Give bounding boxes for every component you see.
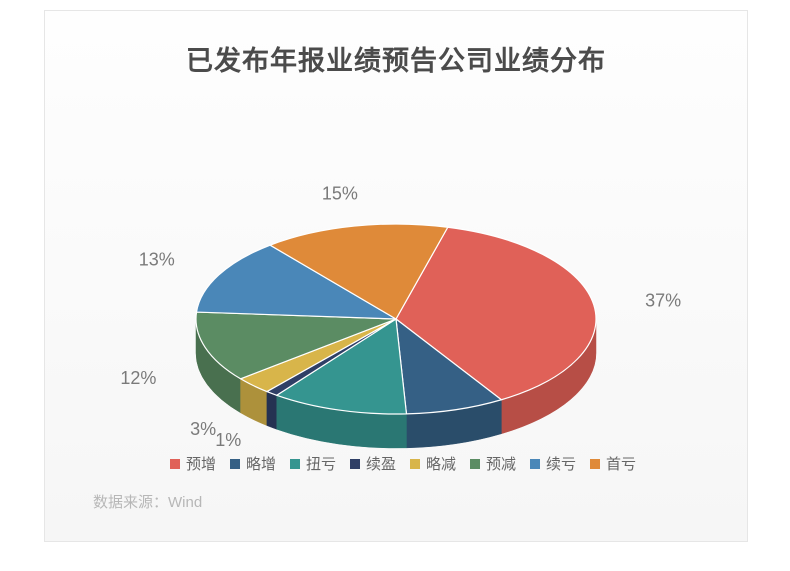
source-value: Wind: [168, 494, 202, 511]
legend-swatch: [350, 459, 360, 469]
legend-label: 预增: [186, 456, 216, 473]
data-source: 数据来源：Wind: [93, 491, 202, 512]
legend-label: 首亏: [606, 456, 636, 473]
pie-datalabel: 15%: [322, 184, 358, 204]
legend-label: 预减: [486, 456, 516, 473]
pie-datalabel: 1%: [215, 430, 241, 450]
chart-frame: 已发布年报业绩预告公司业绩分布 Wind 37%8%11%1%3%12%13%1…: [44, 10, 748, 542]
pie-chart: 37%8%11%1%3%12%13%15%: [45, 71, 747, 451]
legend-label: 续亏: [546, 456, 576, 473]
source-label: 数据来源：: [93, 494, 168, 511]
pie-datalabel: 37%: [645, 290, 681, 310]
legend-swatch: [170, 459, 180, 469]
legend-swatch: [590, 459, 600, 469]
legend-swatch: [530, 459, 540, 469]
pie-side: [267, 392, 277, 430]
pie-datalabel: 3%: [190, 419, 216, 439]
legend-label: 略减: [426, 456, 456, 473]
legend-swatch: [470, 459, 480, 469]
legend-label: 扭亏: [306, 456, 336, 473]
legend-label: 续盈: [366, 456, 396, 473]
legend-label: 略增: [246, 456, 276, 473]
legend-swatch: [290, 459, 300, 469]
legend-swatch: [410, 459, 420, 469]
legend-swatch: [230, 459, 240, 469]
pie-datalabel: 13%: [139, 250, 175, 270]
legend: 预增 略增 扭亏 续盈 略减 预减 续亏 首亏: [45, 453, 747, 474]
pie-datalabel: 12%: [120, 368, 156, 388]
